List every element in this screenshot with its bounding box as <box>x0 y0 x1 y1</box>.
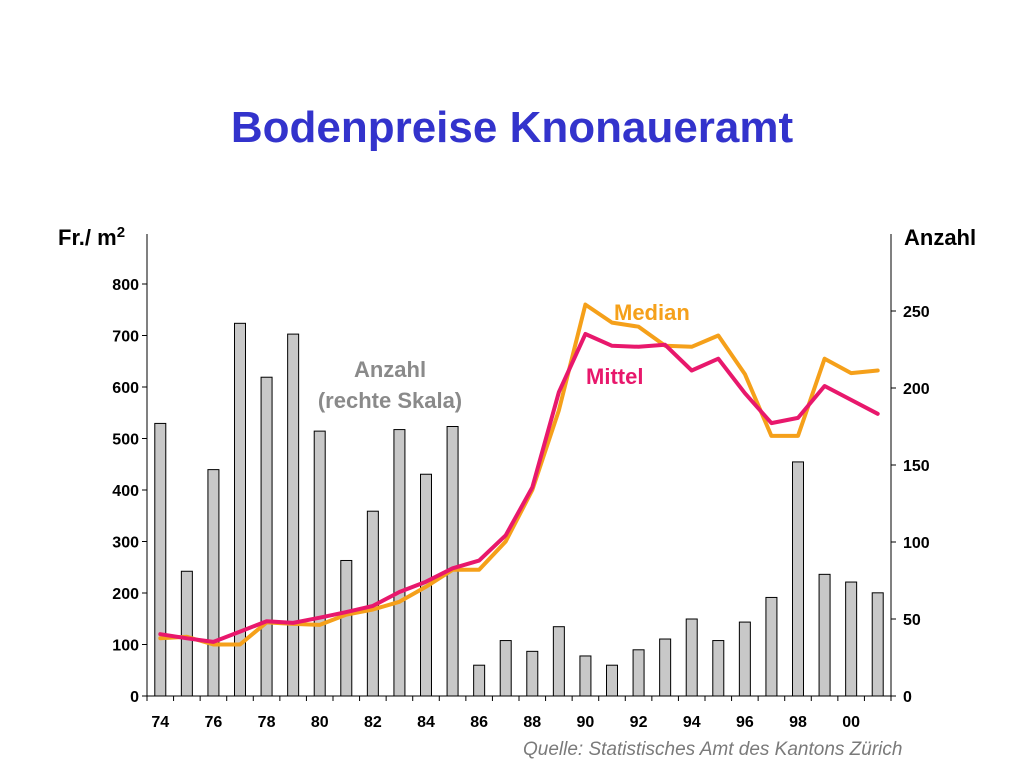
bar-anzahl-79 <box>287 333 300 697</box>
bar-anzahl-74 <box>154 422 167 697</box>
x-tick-label: 74 <box>151 714 169 731</box>
x-tick-label: 98 <box>789 714 807 731</box>
left-tick-label: 300 <box>112 535 139 552</box>
x-tick-label: 94 <box>683 714 701 731</box>
annotation-rechte-skala: (rechte Skala) <box>318 388 462 413</box>
left-tick-label: 100 <box>112 638 139 655</box>
x-tick-label: 82 <box>364 714 382 731</box>
bar-anzahl-97 <box>765 596 778 697</box>
x-tick-label: 96 <box>736 714 754 731</box>
bar-anzahl-83 <box>393 429 406 697</box>
right-tick-label: 50 <box>903 612 921 629</box>
bar-anzahl-91 <box>606 664 618 697</box>
x-tick-label: 76 <box>205 714 223 731</box>
x-tick-label: 84 <box>417 714 435 731</box>
left-tick-label: 700 <box>112 329 139 346</box>
right-tick-label: 0 <box>903 689 912 706</box>
bar-anzahl-80 <box>313 430 326 697</box>
x-tick-label: 90 <box>577 714 595 731</box>
bar-anzahl-93 <box>659 638 672 697</box>
chart-title: Bodenpreise Knonaueramt <box>230 103 794 152</box>
right-tick-label: 200 <box>903 381 930 398</box>
bar-anzahl-76 <box>207 469 220 697</box>
left-axis-title: Fr./ m2 <box>58 224 125 250</box>
annotation-mittel: Mittel <box>586 364 643 389</box>
left-tick-label: 400 <box>112 483 139 500</box>
x-tick-label: 88 <box>523 714 541 731</box>
x-tick-label: 00 <box>842 714 860 731</box>
lines-layer <box>158 302 880 647</box>
source-note: Quelle: Statistisches Amt des Kantons Zü… <box>523 739 903 760</box>
left-tick-label: 500 <box>112 432 139 449</box>
x-tick-label: 86 <box>470 714 488 731</box>
bar-anzahl-90 <box>579 655 592 697</box>
x-tick-label: 80 <box>311 714 329 731</box>
bar-anzahl-00 <box>845 581 858 697</box>
bar-anzahl-92 <box>632 649 645 697</box>
bar-anzahl-94 <box>685 618 698 697</box>
annotation-anzahl: Anzahl <box>354 357 426 382</box>
bar-anzahl-87 <box>499 640 512 697</box>
bar-anzahl-78 <box>260 376 273 697</box>
right-axis-title: Anzahl <box>904 225 976 250</box>
right-tick-label: 250 <box>903 304 930 321</box>
bar-anzahl-95 <box>712 640 725 697</box>
ticks-layer: 0100200300400500600700800050100150200250… <box>112 277 930 731</box>
bar-anzahl-98 <box>792 461 804 697</box>
bar-anzahl-75 <box>180 570 193 697</box>
left-tick-label: 0 <box>130 689 139 706</box>
x-tick-label: 92 <box>630 714 648 731</box>
x-tick-label: 78 <box>258 714 276 731</box>
bar-anzahl-81 <box>340 559 353 697</box>
bar-anzahl-01 <box>871 592 884 697</box>
bar-anzahl-96 <box>738 621 751 697</box>
bar-anzahl-86 <box>473 664 486 697</box>
bar-anzahl-88 <box>526 650 539 697</box>
annotation-median: Median <box>614 300 690 325</box>
right-tick-label: 100 <box>903 535 930 552</box>
left-tick-label: 600 <box>112 380 139 397</box>
right-tick-label: 150 <box>903 458 930 475</box>
bar-anzahl-89 <box>552 626 565 697</box>
bar-anzahl-99 <box>818 573 831 697</box>
bar-anzahl-85 <box>446 426 459 697</box>
line-mittel <box>158 332 880 644</box>
left-tick-label: 200 <box>112 586 139 603</box>
left-tick-label: 800 <box>112 277 139 294</box>
